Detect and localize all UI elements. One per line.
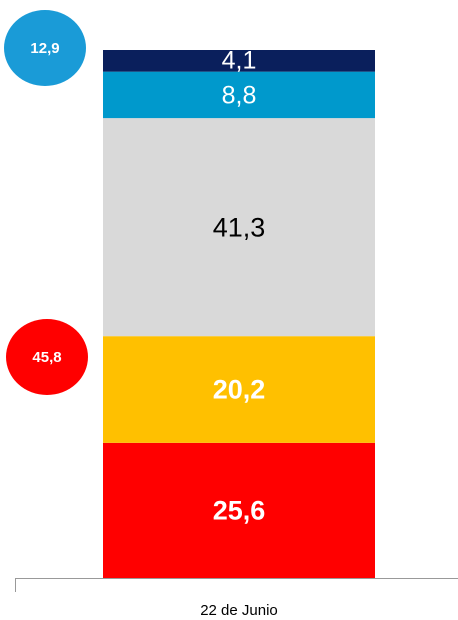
bar-segment (103, 71, 375, 119)
data-label: 20,2 (213, 375, 266, 405)
x-tick-label: 22 de Junio (200, 602, 278, 619)
annotation-circle (4, 10, 86, 86)
data-label: 8,8 (222, 81, 257, 109)
bar-segment (103, 442, 375, 578)
annotation-text: 12,9 (30, 40, 59, 57)
bar-segment (103, 50, 375, 72)
data-label: 4,1 (222, 47, 257, 75)
bar-segment (103, 336, 375, 443)
annotation-text: 45,8 (32, 349, 61, 366)
annotation-blue: 12,9 (4, 10, 86, 86)
bar-segment (103, 118, 375, 337)
data-label: 41,3 (213, 212, 266, 242)
annotation-circle (6, 319, 88, 395)
annotation-red: 45,8 (6, 319, 88, 395)
data-label: 25,6 (213, 496, 266, 526)
